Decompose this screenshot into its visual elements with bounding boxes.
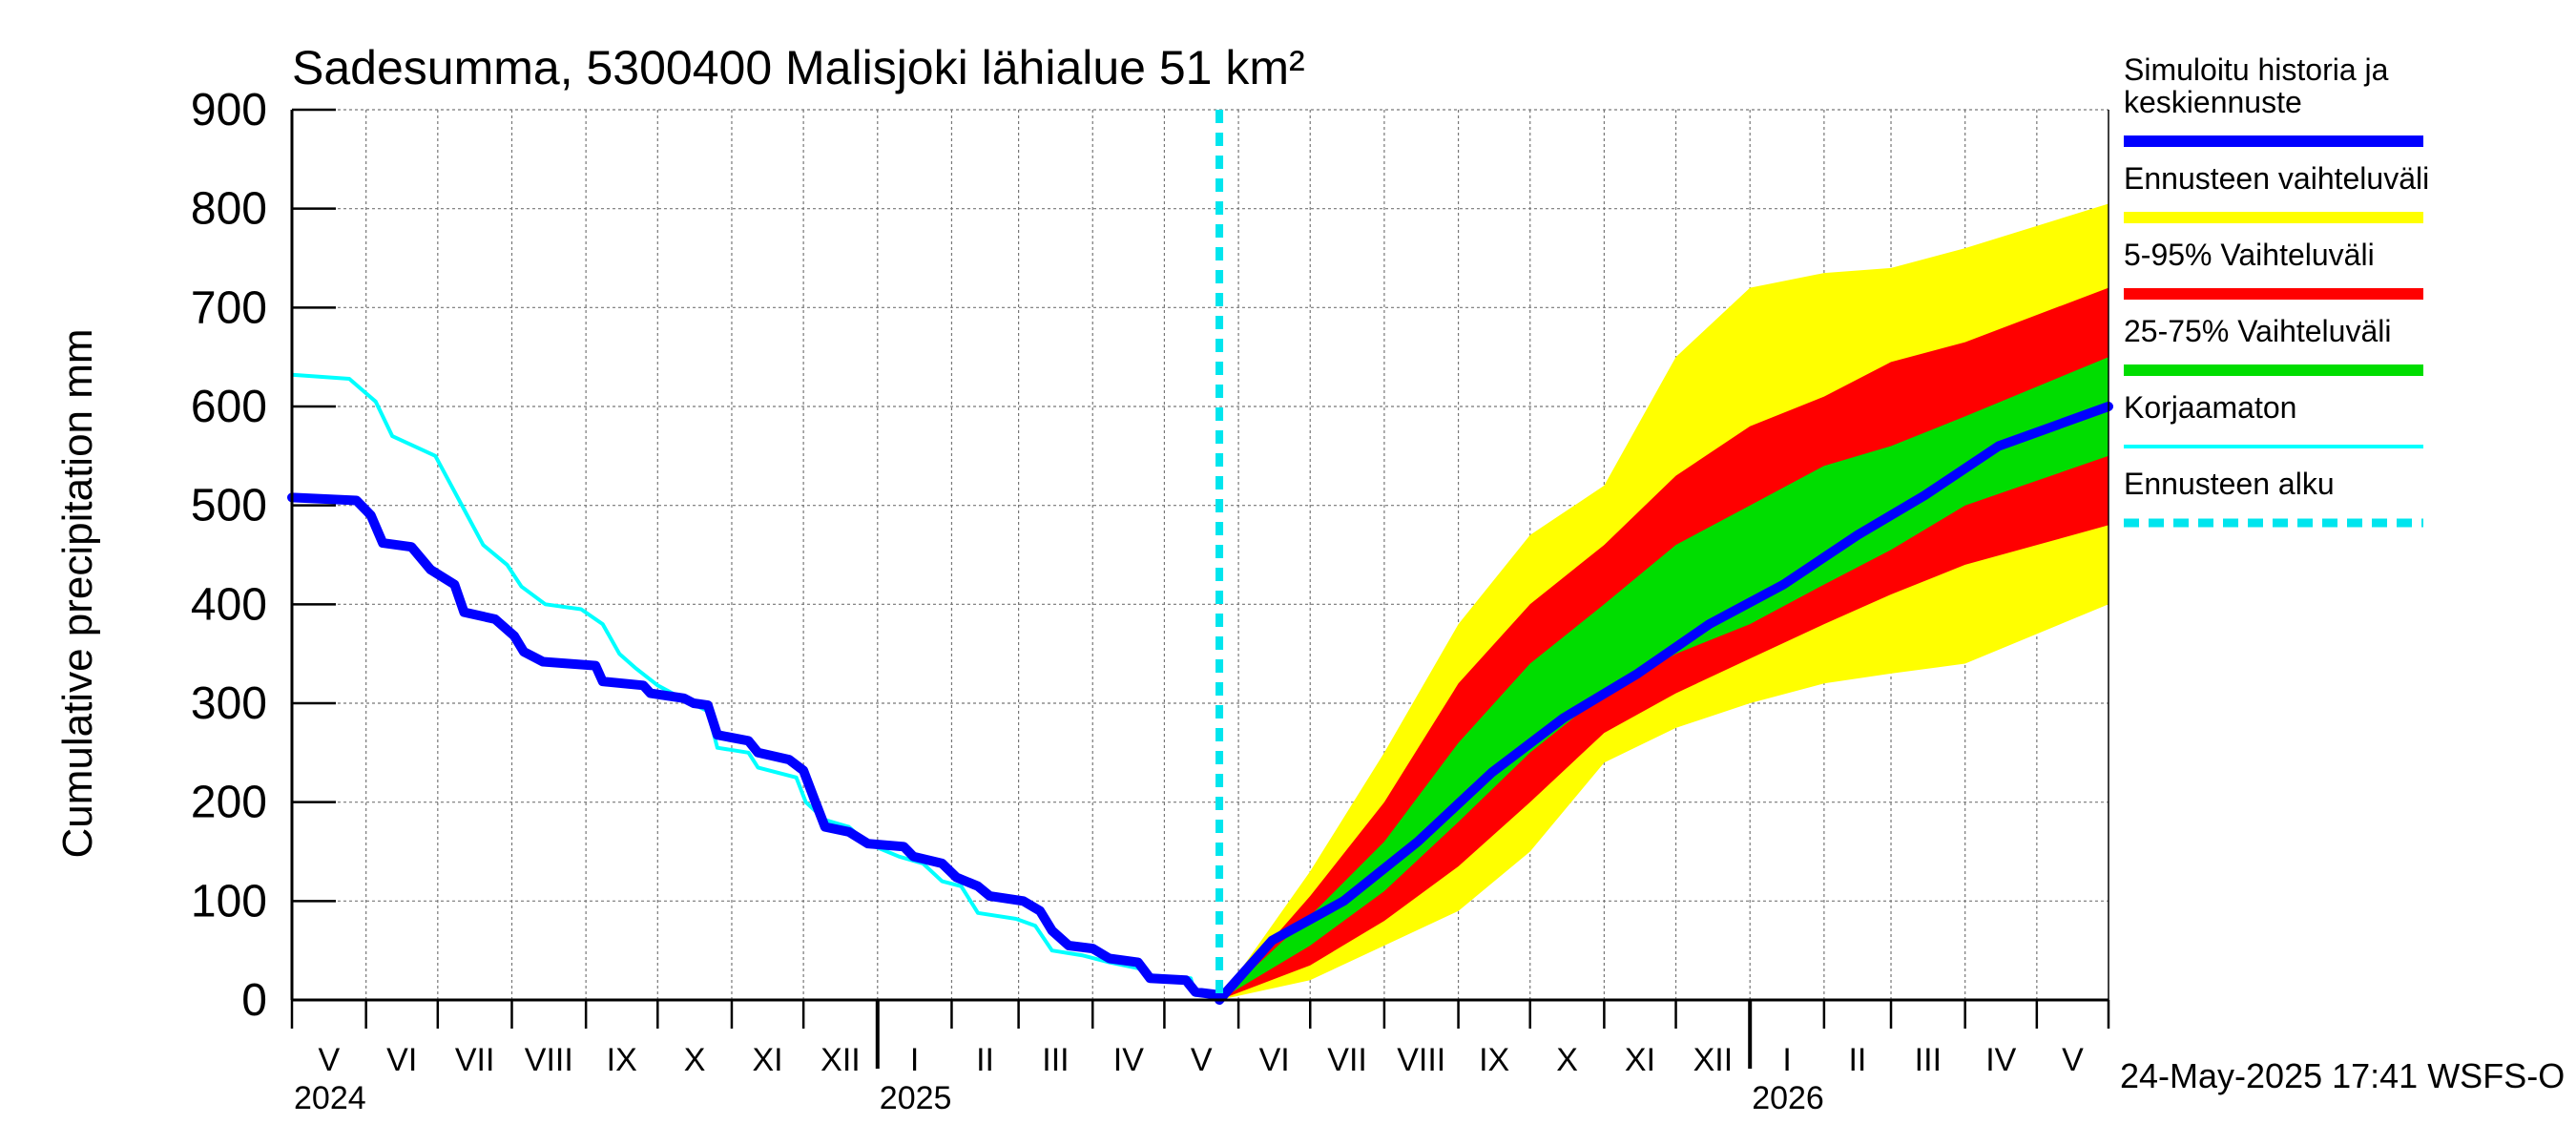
month-label: VIII bbox=[1397, 1042, 1445, 1078]
series-lines bbox=[287, 372, 2113, 1005]
month-label: III bbox=[1042, 1042, 1069, 1078]
month-label: III bbox=[1915, 1042, 1942, 1078]
y-tick-label: 200 bbox=[191, 778, 267, 828]
month-label: V bbox=[318, 1042, 340, 1078]
month-label: IV bbox=[1113, 1042, 1144, 1078]
month-label: II bbox=[976, 1042, 994, 1078]
simulated-line bbox=[287, 402, 2113, 1005]
legend-label: Korjaamaton bbox=[2124, 390, 2296, 425]
month-label: X bbox=[684, 1042, 706, 1078]
year-label: 2024 bbox=[294, 1080, 366, 1116]
month-label: XII bbox=[821, 1042, 861, 1078]
footer-timestamp: 24-May-2025 17:41 WSFS-O bbox=[2120, 1056, 2565, 1095]
month-label: VII bbox=[455, 1042, 495, 1078]
month-label: I bbox=[1782, 1042, 1791, 1078]
month-label: V bbox=[2062, 1042, 2084, 1078]
y-tick-label: 800 bbox=[191, 184, 267, 235]
month-label: X bbox=[1556, 1042, 1578, 1078]
month-label: IX bbox=[1479, 1042, 1509, 1078]
y-tick-label: 500 bbox=[191, 481, 267, 531]
month-label: VIII bbox=[525, 1042, 573, 1078]
month-label: VI bbox=[386, 1042, 417, 1078]
y-tick-label: 400 bbox=[191, 579, 267, 630]
year-label: 2026 bbox=[1752, 1080, 1824, 1116]
month-label: XI bbox=[1625, 1042, 1655, 1078]
legend-label: Ennusteen vaihteluväli bbox=[2124, 161, 2429, 196]
y-tick-label: 700 bbox=[191, 282, 267, 333]
chart-title: Sadesumma, 5300400 Malisjoki lähialue 51… bbox=[292, 41, 1305, 94]
month-label: II bbox=[1848, 1042, 1866, 1078]
month-label: IV bbox=[1985, 1042, 2016, 1078]
legend-label: 5-95% Vaihteluväli bbox=[2124, 238, 2375, 272]
month-label: V bbox=[1191, 1042, 1213, 1078]
month-label: VII bbox=[1327, 1042, 1367, 1078]
month-label: IX bbox=[607, 1042, 637, 1078]
year-label: 2025 bbox=[880, 1080, 952, 1116]
month-label: XII bbox=[1693, 1042, 1734, 1078]
y-tick-label: 100 bbox=[191, 876, 267, 926]
y-tick-label: 900 bbox=[191, 85, 267, 135]
legend-label: Ennusteen alku bbox=[2124, 467, 2335, 501]
legend-label: 25-75% Vaihteluväli bbox=[2124, 314, 2391, 348]
legend-label: Simuloitu historia ja bbox=[2124, 52, 2389, 87]
korjaamaton-line bbox=[291, 372, 1219, 997]
y-tick-label: 0 bbox=[241, 975, 267, 1026]
month-label: VI bbox=[1259, 1042, 1290, 1078]
y-axis-label: Cumulative precipitation mm bbox=[54, 328, 101, 858]
y-tick-label: 300 bbox=[191, 678, 267, 729]
y-tick-label: 600 bbox=[191, 382, 267, 432]
month-label: I bbox=[910, 1042, 919, 1078]
legend-label: keskiennuste bbox=[2124, 85, 2302, 119]
month-label: XI bbox=[752, 1042, 782, 1078]
